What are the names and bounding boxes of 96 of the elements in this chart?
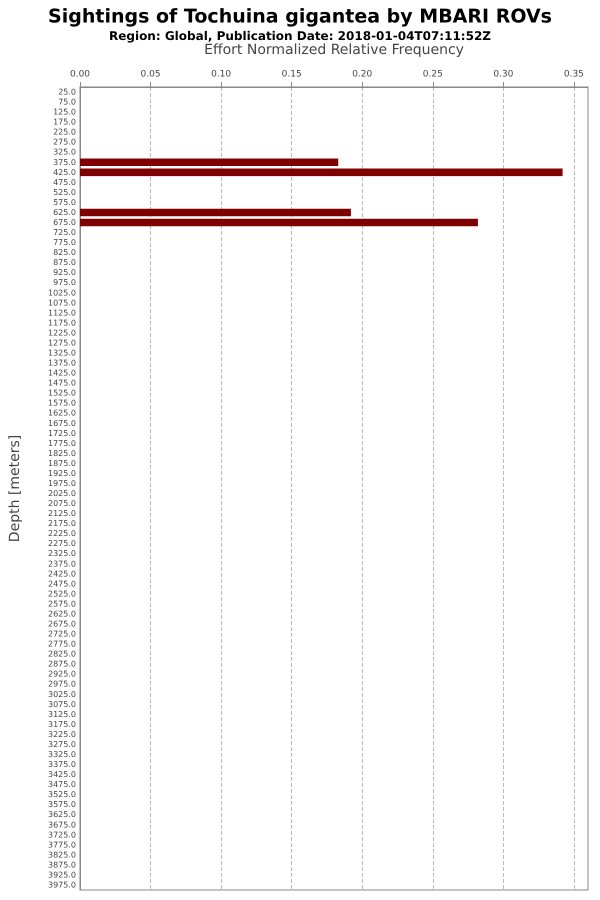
y-tick-label: 775.0 bbox=[53, 238, 76, 248]
y-tick-label: 225.0 bbox=[53, 128, 76, 137]
bar bbox=[80, 168, 563, 176]
y-tick-label: 825.0 bbox=[53, 248, 76, 258]
y-tick-label: 2725.0 bbox=[48, 630, 76, 639]
y-tick-label: 875.0 bbox=[53, 258, 76, 268]
y-tick-label: 3675.0 bbox=[48, 820, 76, 830]
y-tick-label: 3275.0 bbox=[48, 740, 76, 749]
y-tick-label: 2175.0 bbox=[48, 519, 76, 528]
y-tick-label: 3325.0 bbox=[48, 750, 76, 759]
y-tick-label: 275.0 bbox=[53, 138, 76, 147]
y-tick-label: 1425.0 bbox=[48, 368, 76, 378]
y-tick-label: 1525.0 bbox=[48, 388, 76, 398]
y-tick-label: 1625.0 bbox=[48, 408, 76, 418]
y-axis-title: Depth [meters] bbox=[7, 434, 23, 542]
y-tick-label: 675.0 bbox=[53, 218, 76, 228]
y-tick-label: 2475.0 bbox=[48, 579, 76, 588]
x-axis-title: Effort Normalized Relative Frequency bbox=[204, 42, 464, 58]
y-tick-label: 425.0 bbox=[53, 168, 76, 177]
y-tick-label: 1675.0 bbox=[48, 418, 76, 428]
y-tick-label: 1775.0 bbox=[48, 438, 76, 448]
y-tick-label: 2225.0 bbox=[48, 529, 76, 538]
y-tick-label: 2675.0 bbox=[48, 620, 76, 629]
y-tick-label: 1125.0 bbox=[48, 308, 76, 318]
x-tick-label: 0.30 bbox=[493, 70, 514, 80]
chart-subtitle: Region: Global, Publication Date: 2018-01-04T07:11:52Z bbox=[108, 29, 492, 43]
y-tick-label: 25.0 bbox=[58, 88, 76, 97]
y-tick-label: 3825.0 bbox=[48, 850, 76, 860]
y-tick-label: 1025.0 bbox=[48, 288, 76, 298]
y-tick-label: 3375.0 bbox=[48, 760, 76, 770]
y-tick-label: 975.0 bbox=[53, 278, 76, 288]
x-tick-label: 0.25 bbox=[422, 70, 443, 80]
y-tick-label: 2975.0 bbox=[48, 680, 76, 689]
y-tick-label: 1325.0 bbox=[48, 348, 76, 358]
y-tick-label: 2025.0 bbox=[48, 489, 76, 498]
y-tick-label: 3175.0 bbox=[48, 720, 76, 729]
y-tick-label: 1975.0 bbox=[48, 478, 76, 488]
y-tick-label: 3225.0 bbox=[48, 730, 76, 739]
y-tick-label: 125.0 bbox=[53, 108, 76, 117]
y-tick-label: 2275.0 bbox=[48, 539, 76, 548]
y-tick-label: 3425.0 bbox=[48, 770, 76, 780]
y-tick-label: 1925.0 bbox=[48, 468, 76, 478]
y-tick-label: 2075.0 bbox=[48, 499, 76, 508]
y-tick-label: 3775.0 bbox=[48, 840, 76, 850]
y-tick-label: 3975.0 bbox=[48, 880, 76, 890]
y-tick-label: 325.0 bbox=[53, 148, 76, 157]
y-tick-label: 925.0 bbox=[53, 268, 76, 278]
bar bbox=[80, 158, 338, 166]
x-tick-label: 0.00 bbox=[70, 70, 90, 80]
y-tick-label: 1475.0 bbox=[48, 378, 76, 388]
y-tick-label: 2525.0 bbox=[48, 589, 76, 598]
y-tick-label: 1825.0 bbox=[48, 448, 76, 458]
y-tick-label: 1225.0 bbox=[48, 328, 76, 338]
y-tick-label: 2875.0 bbox=[48, 660, 76, 669]
y-tick-label: 3475.0 bbox=[48, 780, 76, 790]
y-tick-label: 1075.0 bbox=[48, 298, 76, 308]
x-tick-label: 0.15 bbox=[282, 70, 302, 80]
y-tick-label: 1875.0 bbox=[48, 458, 76, 468]
y-tick-label: 3875.0 bbox=[48, 860, 76, 870]
y-tick-label: 525.0 bbox=[53, 188, 76, 197]
y-tick-label: 2375.0 bbox=[48, 559, 76, 568]
x-tick-label: 0.35 bbox=[564, 70, 584, 80]
y-tick-label: 3575.0 bbox=[48, 800, 76, 810]
y-tick-label: 2625.0 bbox=[48, 609, 76, 618]
y-tick-label: 3075.0 bbox=[48, 700, 76, 709]
y-tick-label: 1575.0 bbox=[48, 398, 76, 408]
y-tick-label: 3725.0 bbox=[48, 830, 76, 840]
y-tick-label: 1725.0 bbox=[48, 428, 76, 438]
x-tick-label: 0.10 bbox=[211, 70, 232, 80]
y-tick-label: 2325.0 bbox=[48, 549, 76, 558]
x-tick-label: 0.20 bbox=[352, 70, 373, 80]
y-tick-label: 1175.0 bbox=[48, 318, 76, 328]
y-tick-label: 3925.0 bbox=[48, 870, 76, 880]
y-tick-label: 175.0 bbox=[53, 118, 76, 127]
chart-title: Sightings of Tochuina gigantea by MBARI ROVs bbox=[48, 6, 552, 28]
y-tick-label: 575.0 bbox=[53, 198, 76, 207]
bar bbox=[80, 208, 351, 216]
y-tick-label: 625.0 bbox=[53, 208, 76, 217]
y-tick-label: 2425.0 bbox=[48, 569, 76, 578]
y-tick-label: 2775.0 bbox=[48, 640, 76, 649]
y-tick-label: 2575.0 bbox=[48, 599, 76, 608]
y-tick-label: 3125.0 bbox=[48, 710, 76, 719]
y-tick-label: 375.0 bbox=[53, 158, 76, 167]
bar bbox=[80, 218, 478, 226]
y-tick-label: 3525.0 bbox=[48, 790, 76, 800]
y-tick-label: 2825.0 bbox=[48, 650, 76, 659]
y-tick-label: 75.0 bbox=[58, 98, 76, 107]
y-tick-label: 3025.0 bbox=[48, 690, 76, 699]
x-tick-label: 0.05 bbox=[140, 70, 161, 80]
y-tick-label: 3625.0 bbox=[48, 810, 76, 820]
y-tick-label: 475.0 bbox=[53, 178, 76, 187]
y-tick-label: 1275.0 bbox=[48, 338, 76, 348]
y-tick-label: 2125.0 bbox=[48, 509, 76, 518]
y-tick-label: 725.0 bbox=[53, 228, 76, 238]
y-tick-label: 2925.0 bbox=[48, 670, 76, 679]
y-tick-label: 1375.0 bbox=[48, 358, 76, 368]
